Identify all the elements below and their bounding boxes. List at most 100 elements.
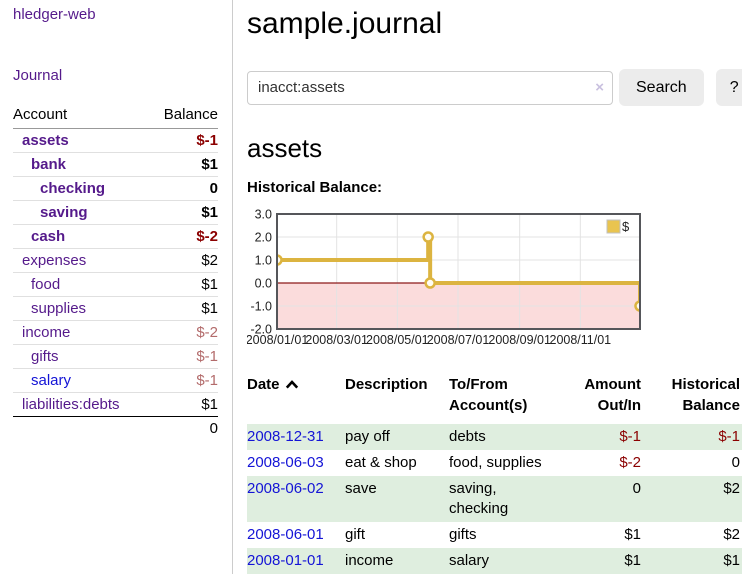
x-axis-tick-label: 2008/01/01 [247,333,308,347]
data-point[interactable] [424,233,433,242]
legend-swatch [607,220,620,233]
transaction-accounts: gifts [449,522,565,548]
transaction-accounts: saving, checking [449,476,565,522]
account-link-cash[interactable]: cash [31,228,65,245]
account-balance: $1 [149,393,218,417]
account-row: food $1 [13,273,218,297]
register-header-to-from-account-s-: To/From Account(s) [449,372,565,424]
clear-search-icon[interactable]: × [595,79,604,97]
sidebar: hledger-web Journal Account Balance asse… [0,0,233,574]
accounts-header-account: Account [13,106,149,129]
account-link-checking[interactable]: checking [40,180,105,197]
account-row: supplies$1 [13,297,218,321]
account-row: expenses $2 [13,249,218,273]
register-row: 2008-01-01incomesalary$1$1 [247,548,742,574]
register-header-date[interactable]: Date [247,372,345,424]
y-axis-tick-label: 2.0 [255,231,272,245]
account-link-gifts[interactable]: gifts [31,348,59,365]
help-button[interactable]: ? [716,69,742,106]
transaction-balance: $2 [649,522,742,548]
account-link-food[interactable]: food [31,276,60,293]
account-row: checking 0 [13,177,218,201]
historical-balance-chart: $3.02.01.00.0-1.0-2.02008/01/012008/03/0… [247,207,742,354]
y-axis-tick-label: 3.0 [255,208,272,222]
account-row: assets $-1 [13,129,218,153]
account-link-saving[interactable]: saving [40,204,88,221]
app-brand-link[interactable]: hledger-web [13,6,96,23]
account-link-liabilities-debts[interactable]: liabilities:debts [22,396,120,413]
transaction-date-link[interactable]: 2008-06-02 [247,480,324,497]
account-link-income[interactable]: income [22,324,70,341]
transaction-date-link[interactable]: 2008-01-01 [247,552,324,569]
transaction-accounts: food, supplies [449,450,565,476]
transaction-date-link[interactable]: 2008-06-01 [247,526,324,543]
register-table: DateDescriptionTo/From Account(s)Amount … [247,372,742,574]
search-input[interactable] [247,71,613,105]
account-link-assets[interactable]: assets [22,132,69,149]
sidebar-nav: Journal [13,67,218,85]
account-row: income $-2 [13,321,218,345]
accounts-table: Account Balance assets $-1 bank $1 checking 0… [13,106,218,440]
page-title: sample.journal [247,5,742,42]
accounts-header-balance: Balance [149,106,218,129]
account-balance: $-1 [149,129,218,153]
register-row: 2008-06-03 eat & shopfood, supplies$-20 [247,450,742,476]
transaction-amount: $-2 [565,450,649,476]
register-header-amount-out-in: Amount Out/In [565,372,649,424]
account-row: gifts$-1 [13,345,218,369]
account-balance: $-1 [149,369,218,393]
transaction-balance: $-1 [649,424,742,450]
account-link-expenses[interactable]: expenses [22,252,86,269]
transaction-date-link[interactable]: 2008-06-03 [247,454,324,471]
accounts-total-spacer [13,417,149,441]
x-axis-tick-label: 2008/03/01 [305,333,368,347]
account-row: liabilities:debts $1 [13,393,218,417]
accounts-total-value: 0 [149,417,218,441]
register-header-row: DateDescriptionTo/From Account(s)Amount … [247,372,742,424]
transaction-amount: $-1 [565,424,649,450]
x-axis-tick-label: 2008/11/01 [550,333,612,347]
register-header-historical-balance: Historical Balance [649,372,742,424]
search-box: × [247,71,613,105]
account-link-supplies[interactable]: supplies [31,300,86,317]
register-row: 2008-12-31pay offdebts$-1$-1 [247,424,742,450]
register-row: 2008-06-01giftgifts$1$2 [247,522,742,548]
transaction-balance: $2 [649,476,742,522]
x-axis-tick-label: 2008/07/01 [427,333,490,347]
account-balance: $-2 [149,321,218,345]
register-row: 2008-06-02 savesaving, checking0$2 [247,476,742,522]
account-heading: assets [247,133,742,163]
x-axis-tick-label: 2008/05/01 [366,333,429,347]
transaction-description: eat & shop [345,450,449,476]
search-button[interactable]: Search [619,69,704,106]
transaction-description: gift [345,522,449,548]
account-row: cash $-2 [13,225,218,249]
account-balance: $-2 [149,225,218,249]
account-row: saving$1 [13,201,218,225]
account-link-salary[interactable]: salary [31,372,71,389]
transaction-accounts: salary [449,548,565,574]
y-axis-tick-label: 1.0 [255,254,272,268]
transaction-amount: 0 [565,476,649,522]
y-axis-tick-label: 0.0 [255,277,272,291]
register-header-description: Description [345,372,449,424]
account-balance: $2 [149,249,218,273]
accounts-header-row: Account Balance [13,106,218,129]
x-axis-tick-label: 2008/09/01 [488,333,551,347]
y-axis-tick-label: -1.0 [250,300,272,314]
transaction-description: save [345,476,449,522]
account-link-bank[interactable]: bank [31,156,66,173]
account-balance: 0 [149,177,218,201]
transaction-amount: $1 [565,548,649,574]
data-point[interactable] [426,279,435,288]
transaction-description: income [345,548,449,574]
account-balance: $1 [149,273,218,297]
legend-label: $ [622,219,630,234]
account-balance: $1 [149,153,218,177]
accounts-total-row: 0 [13,417,218,441]
sort-ascending-icon [285,379,299,390]
sidebar-item-journal[interactable]: Journal [13,67,62,84]
transaction-balance: 0 [649,450,742,476]
transaction-date-link[interactable]: 2008-12-31 [247,428,324,445]
transaction-balance: $1 [649,548,742,574]
